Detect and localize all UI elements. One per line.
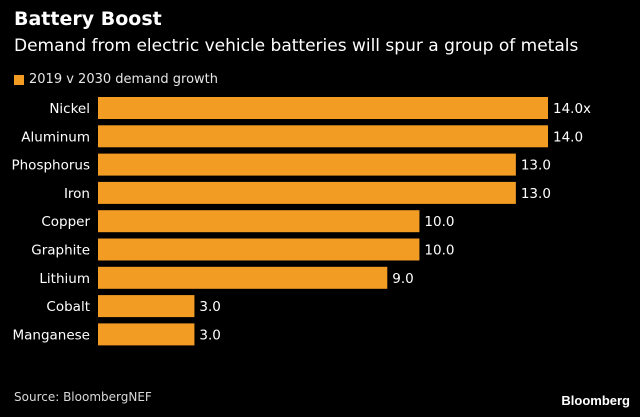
bar-cobalt	[98, 295, 195, 318]
category-label-phosphorus: Phosphorus	[11, 158, 90, 174]
category-label-aluminum: Aluminum	[21, 129, 90, 145]
bar-nickel	[98, 97, 548, 119]
value-label-aluminum: 14.0	[553, 129, 583, 145]
value-label-cobalt: 3.0	[199, 299, 220, 315]
category-label-manganese: Manganese	[12, 327, 90, 343]
bar-phosphorus	[98, 153, 516, 176]
value-label-copper: 10.0	[424, 214, 454, 230]
chart-subtitle: Demand from electric vehicle batteries w…	[14, 36, 579, 56]
value-label-lithium: 9.0	[392, 271, 413, 287]
category-label-lithium: Lithium	[39, 271, 90, 287]
bar-manganese	[98, 323, 195, 346]
category-label-cobalt: Cobalt	[46, 299, 90, 315]
value-label-graphite: 10.0	[424, 243, 454, 259]
legend-label: 2019 v 2030 demand growth	[29, 72, 218, 87]
bar-copper	[98, 210, 420, 233]
value-label-phosphorus: 13.0	[521, 158, 551, 174]
category-label-graphite: Graphite	[31, 243, 90, 259]
bar-lithium	[98, 266, 388, 289]
category-label-nickel: Nickel	[49, 101, 90, 117]
value-label-manganese: 3.0	[199, 327, 220, 343]
category-label-copper: Copper	[41, 214, 90, 230]
bloomberg-logo: Bloomberg	[561, 393, 630, 408]
source-note: Source: BloombergNEF	[14, 390, 152, 404]
bar-aluminum	[98, 125, 548, 148]
bar-iron	[98, 181, 516, 204]
category-label-iron: Iron	[64, 186, 90, 202]
value-label-nickel: 14.0x	[553, 101, 591, 117]
value-label-iron: 13.0	[521, 186, 551, 202]
legend: 2019 v 2030 demand growth	[14, 72, 218, 87]
bar-graphite	[98, 238, 420, 261]
legend-swatch	[14, 74, 24, 85]
chart-title: Battery Boost	[14, 8, 162, 30]
